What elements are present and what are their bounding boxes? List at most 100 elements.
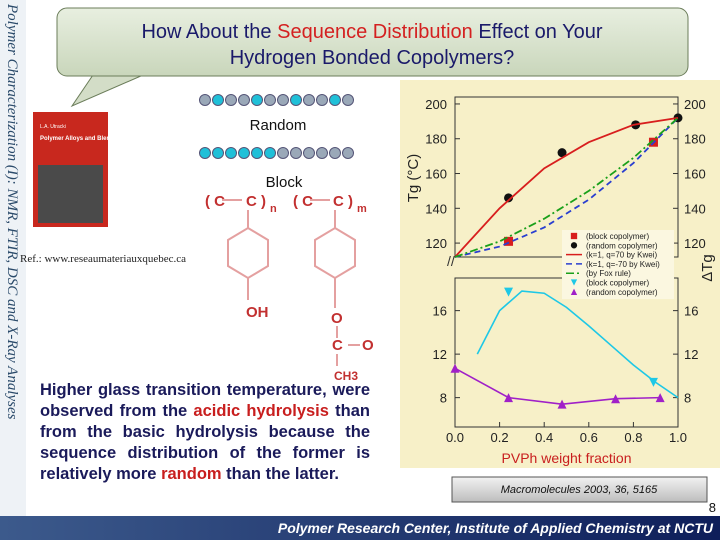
bead	[225, 147, 237, 159]
series-line	[454, 117, 679, 258]
bead	[290, 147, 302, 159]
paragraph: Higher glass transition temperature, wer…	[40, 380, 370, 485]
marker	[570, 242, 578, 249]
y-tick-label: 16	[684, 304, 698, 319]
legend-label: (block copolymer)	[586, 232, 649, 241]
book-author: L.A. Utracki	[40, 124, 66, 130]
x-tick-label: 0.2	[491, 430, 509, 445]
callout-pointer	[70, 71, 151, 108]
legend-label: (block copolymer)	[586, 279, 649, 288]
chem-label: ( C	[293, 193, 313, 210]
random-label: Random	[250, 117, 307, 134]
text: Higher glass transition temperature, wer…	[40, 381, 370, 420]
bead	[251, 147, 263, 159]
page-number: 8	[709, 500, 716, 515]
marker	[504, 236, 514, 246]
book-title: Polymer Alloys and Blends	[40, 136, 118, 142]
chem-label: n	[270, 203, 277, 215]
reference: Ref.: www.reseaumateriauxquebec.ca	[20, 253, 186, 265]
footer: Polymer Research Center, Institute of Ap…	[278, 520, 714, 536]
legend-label: (k=1, q=-70 by Kwei)	[586, 260, 660, 269]
x-tick-label: 0.0	[446, 430, 464, 445]
x-tick-label: 0.8	[624, 430, 642, 445]
bead	[264, 94, 276, 106]
x-axis-label: PVPh weight fraction	[502, 450, 632, 466]
chem-label: m	[357, 203, 367, 215]
y-tick-label: 8	[684, 391, 691, 406]
y-tick-label: 12	[684, 347, 698, 362]
bead	[238, 147, 250, 159]
y-tick-label: 160	[425, 167, 447, 182]
y-tick-label: 12	[433, 347, 447, 362]
y-tick-label: 140	[425, 201, 447, 216]
bead	[199, 147, 211, 159]
fit-line	[476, 290, 679, 399]
bead	[264, 147, 276, 159]
y-tick-label: 180	[684, 132, 706, 147]
bead	[277, 94, 289, 106]
series-line	[454, 116, 679, 258]
marker	[450, 363, 460, 373]
marker	[504, 193, 514, 203]
y-axis-label: Tg (°C)	[405, 154, 422, 203]
title-text: How About the	[141, 21, 277, 43]
y-tick-label: 8	[440, 391, 447, 406]
y-tick-label: 160	[684, 167, 706, 182]
bead	[316, 94, 328, 106]
title-callout	[56, 7, 689, 77]
citation: Macromolecules 2003, 36, 5165	[501, 484, 658, 496]
highlight-text: random	[161, 465, 222, 483]
title-text: Effect on Your	[473, 21, 603, 43]
legend-label: (k=1, q=70 by Kwei)	[586, 251, 657, 260]
highlight-text: acidic hydrolysis	[193, 402, 329, 420]
x-tick-label: 0.6	[580, 430, 598, 445]
structure: ( C C ) n ( C C ) m OH O C O CH3	[205, 193, 374, 383]
y-axis-label: ΔTg	[699, 254, 716, 282]
book-cover: L.A. Utracki Polymer Alloys and Blends	[33, 112, 118, 227]
sequence-chains	[199, 94, 354, 159]
legend-label: (by Fox rule)	[586, 269, 631, 278]
chem-label: C	[332, 337, 343, 354]
bead	[251, 94, 263, 106]
axis-break: //	[447, 253, 455, 269]
y-tick-label: 140	[684, 201, 706, 216]
text: than the latter.	[221, 465, 339, 483]
chem-label: OH	[246, 304, 269, 321]
marker	[570, 232, 578, 240]
title-highlight: Sequence Distribution	[277, 21, 473, 43]
bead	[212, 94, 224, 106]
marker	[504, 393, 514, 403]
marker	[570, 288, 578, 295]
legend-label: (random copolymer)	[586, 241, 658, 250]
marker	[557, 148, 567, 158]
sidebar-text: Polymer Characterization (I): NMR, FTIR,…	[4, 3, 20, 420]
legend-label: (random copolymer)	[586, 288, 658, 297]
x-tick-label: 0.4	[535, 430, 553, 445]
bead	[329, 94, 341, 106]
title-line1: How About the Sequence Distribution Effe…	[141, 21, 602, 43]
chem-label: C )	[246, 193, 266, 210]
chem-label: CH3	[334, 369, 358, 383]
chem-label: C )	[333, 193, 353, 210]
bead	[277, 147, 289, 159]
y-tick-label: 200	[684, 97, 706, 112]
marker	[648, 377, 658, 387]
y-tick-label: 180	[425, 132, 447, 147]
bead	[303, 94, 315, 106]
y-tick-label: 120	[684, 236, 706, 251]
marker	[570, 279, 578, 286]
chart: 120 120 140 140 160 160 180 180 200 200 8 8 12 12 16 16…	[405, 96, 716, 466]
block-label: Block	[266, 174, 303, 191]
title-line2: Hydrogen Bonded Copolymers?	[230, 47, 515, 69]
y-tick-label: 16	[433, 304, 447, 319]
marker	[611, 394, 621, 404]
bead	[199, 94, 211, 106]
citation-box	[451, 476, 708, 503]
bead	[342, 94, 354, 106]
marker	[557, 399, 567, 409]
bead	[238, 94, 250, 106]
bead	[290, 94, 302, 106]
bead	[212, 147, 224, 159]
